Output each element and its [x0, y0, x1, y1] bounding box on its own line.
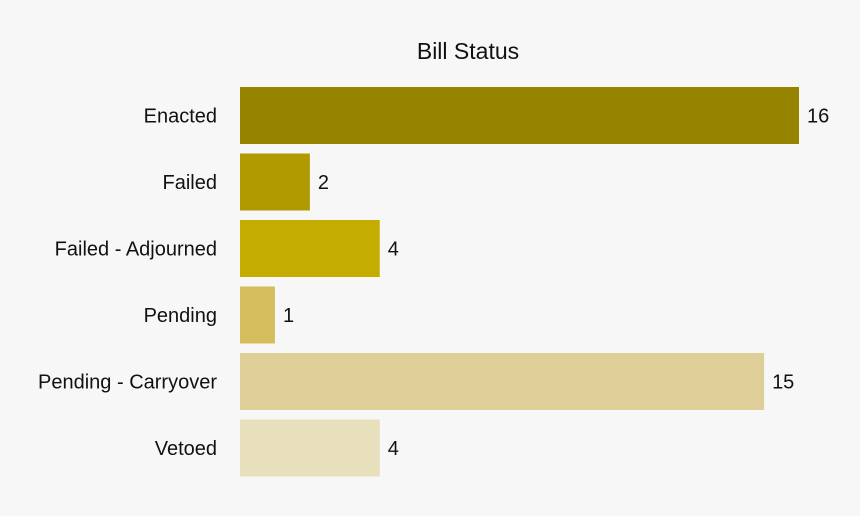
value-label-enacted: 16: [807, 106, 829, 128]
value-label-failed: 2: [318, 172, 329, 194]
value-label-vetoed: 4: [388, 438, 399, 460]
bar-failed: [240, 153, 310, 211]
bar-pending: [240, 286, 275, 344]
bars-layer: Enacted 16 Failed 2 Failed - Adjourned 4 Pendi…: [38, 87, 829, 477]
value-label-pending-carryover: 15: [772, 372, 794, 394]
category-label-enacted: Enacted: [144, 106, 217, 128]
value-label-failed-adjourned: 4: [388, 239, 399, 261]
bar-vetoed: [240, 419, 380, 477]
bar-enacted: [240, 87, 799, 144]
value-label-pending: 1: [283, 305, 294, 327]
chart-title: Bill Status: [417, 38, 519, 64]
bar-pending-carryover: [240, 353, 765, 410]
category-label-failed: Failed: [163, 172, 217, 194]
bar-failed-adjourned: [240, 220, 380, 277]
category-label-pending: Pending: [144, 305, 217, 327]
category-label-failed-adjourned: Failed - Adjourned: [55, 239, 217, 261]
category-label-vetoed: Vetoed: [155, 438, 217, 460]
category-label-pending-carryover: Pending - Carryover: [38, 372, 217, 394]
